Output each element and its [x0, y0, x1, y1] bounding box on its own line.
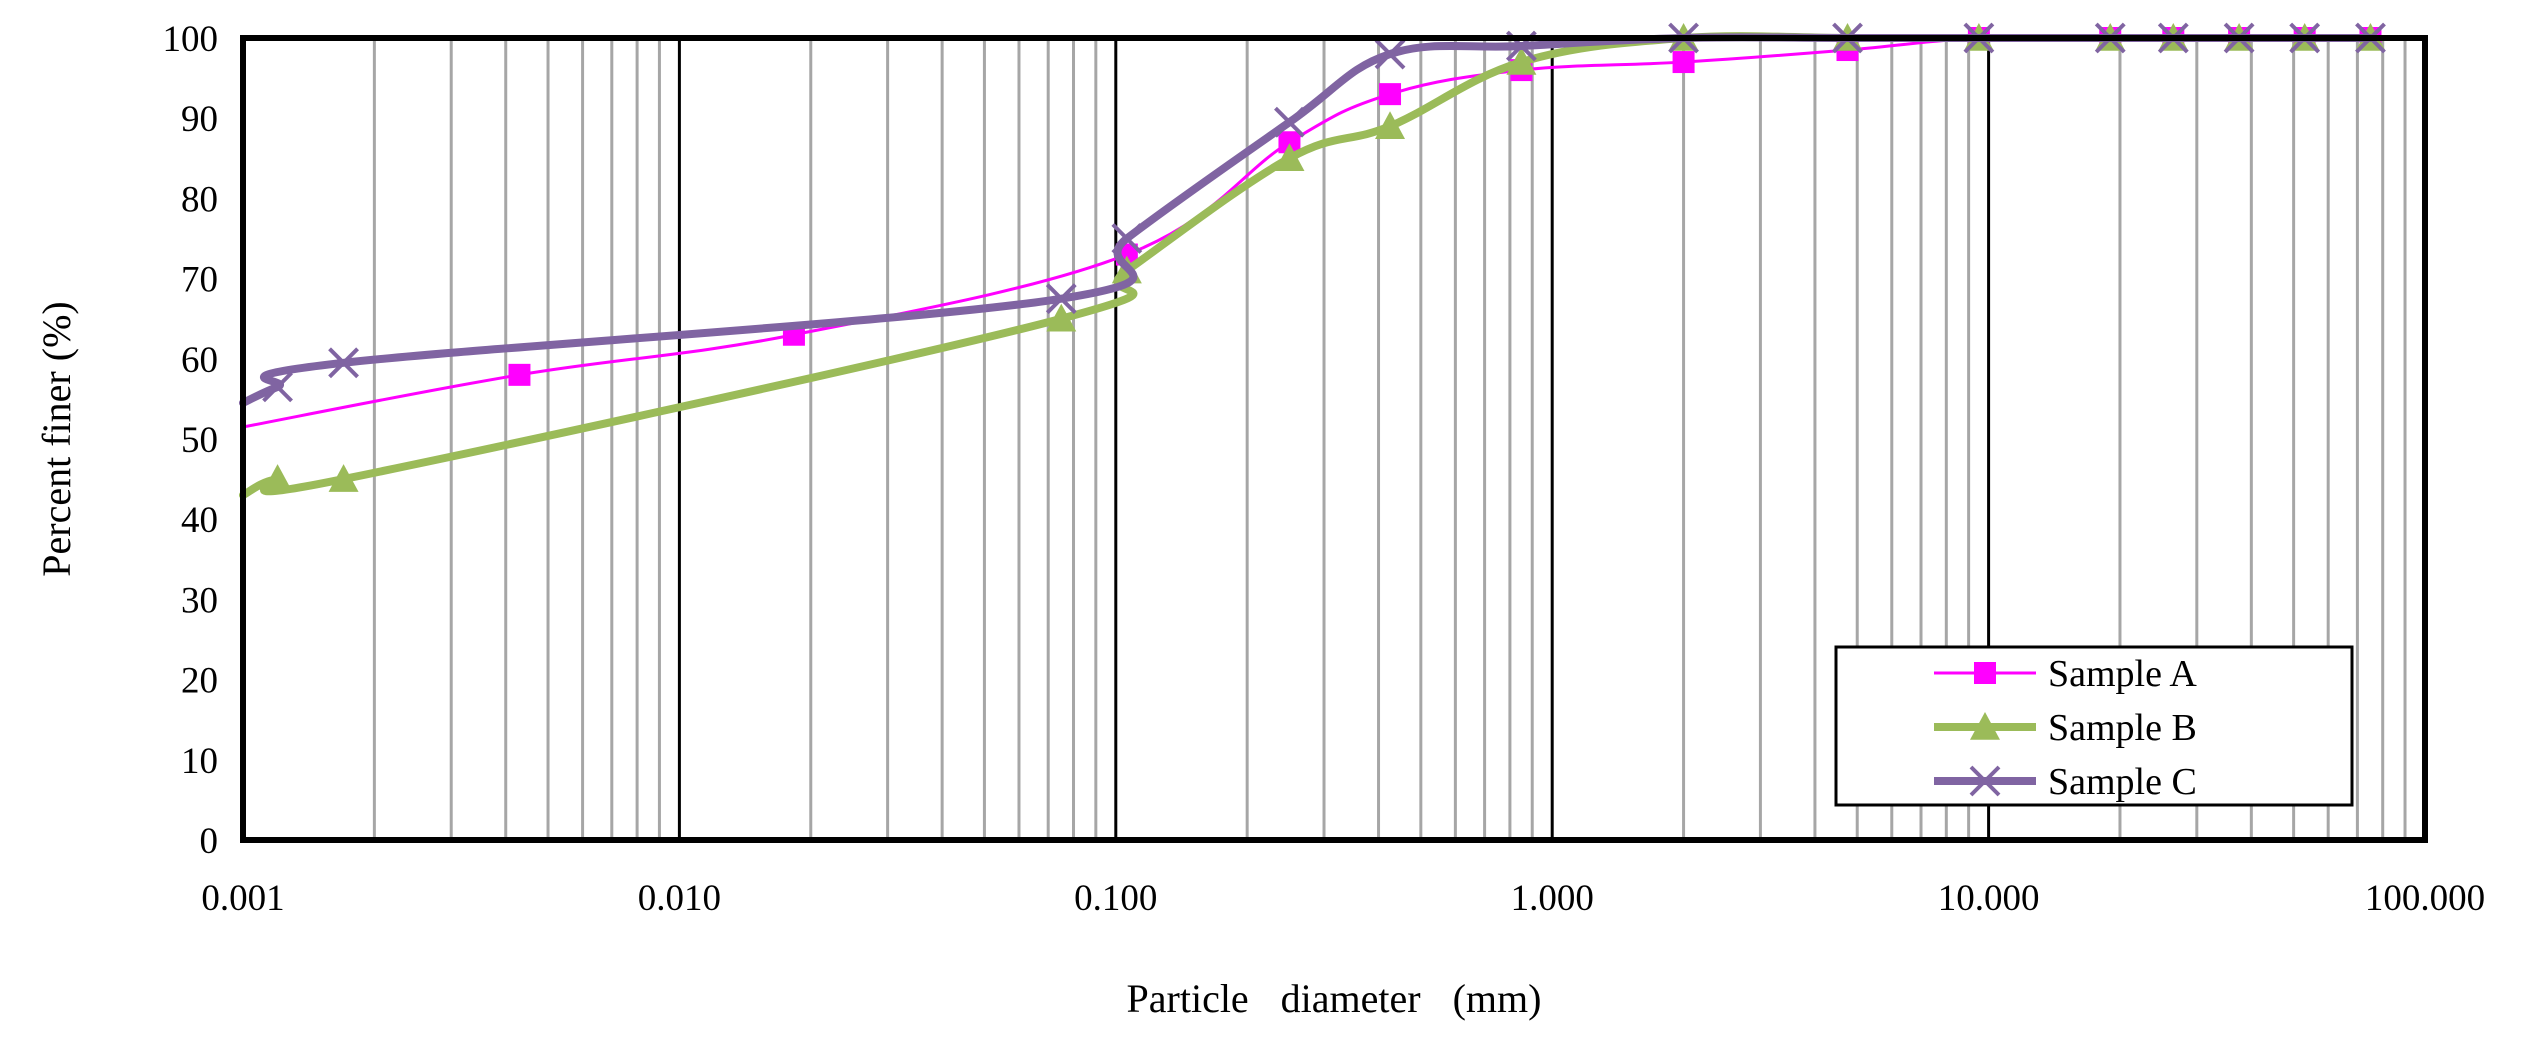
x-axis-tick-labels: 0.001 0.010 0.100 1.000 10.000 100.000 [201, 878, 2485, 919]
legend-box [1834, 645, 2354, 807]
y-tick-label: 70 [181, 260, 218, 301]
data-point [1374, 38, 1406, 70]
data-point [328, 347, 359, 379]
y-tick-label: 40 [181, 500, 218, 541]
x-tick-label: 100.000 [2365, 878, 2485, 919]
data-point [1045, 283, 1077, 315]
legend-label: Sample C [2048, 761, 2197, 803]
data-point [262, 464, 293, 492]
data-point [1278, 131, 1301, 154]
data-point [1379, 83, 1402, 106]
data-point [328, 464, 359, 492]
y-tick-label: 80 [181, 179, 218, 220]
legend-entry: Sample C [1934, 761, 2197, 803]
x-tick-label: 10.000 [1938, 878, 2040, 919]
series-2 [239, 23, 2386, 500]
y-axis-tick-labels: 0 10 20 30 40 50 60 70 80 90 100 [163, 19, 219, 862]
x-tick-label: 0.100 [1074, 878, 1157, 919]
series-line [241, 35, 2372, 429]
y-tick-label: 100 [163, 19, 219, 60]
y-tick-label: 50 [181, 420, 218, 461]
legend-marker [1974, 662, 1996, 684]
legend-label: Sample B [2048, 707, 2197, 749]
y-tick-label: 10 [181, 741, 218, 782]
data-point [262, 371, 293, 403]
data-point [1274, 143, 1305, 172]
data-point [1274, 106, 1305, 138]
x-tick-label: 0.010 [638, 878, 721, 919]
series-line [239, 33, 2375, 407]
y-tick-label: 60 [181, 340, 218, 381]
legend-entry: Sample A [1934, 653, 2197, 695]
data-point [508, 363, 531, 386]
data-point [1506, 47, 1537, 75]
series-3 [239, 22, 2386, 407]
data-point [1672, 51, 1695, 74]
legend-label: Sample A [2048, 653, 2197, 695]
x-tick-label: 1.000 [1511, 878, 1594, 919]
y-axis-title: Percent finer (%) [34, 301, 79, 576]
legend-marker [1969, 765, 2001, 797]
y-tick-label: 30 [181, 580, 218, 621]
x-tick-label: 0.001 [201, 878, 284, 919]
y-tick-label: 0 [200, 821, 219, 862]
plot-area-border [240, 35, 2428, 843]
data-point [1111, 223, 1143, 254]
series-1 [241, 27, 2382, 429]
y-tick-label: 20 [181, 661, 218, 702]
data-point [1046, 303, 1077, 332]
x-axis-title: Particle diameter (mm) [1127, 976, 1542, 1021]
series-lines [239, 22, 2386, 500]
legend-marker [1970, 712, 2000, 740]
y-tick-label: 90 [181, 99, 218, 140]
legend-entry: Sample B [1934, 707, 2197, 749]
data-point [1375, 111, 1406, 139]
legend: Sample A Sample B Sample C [1834, 645, 2354, 807]
